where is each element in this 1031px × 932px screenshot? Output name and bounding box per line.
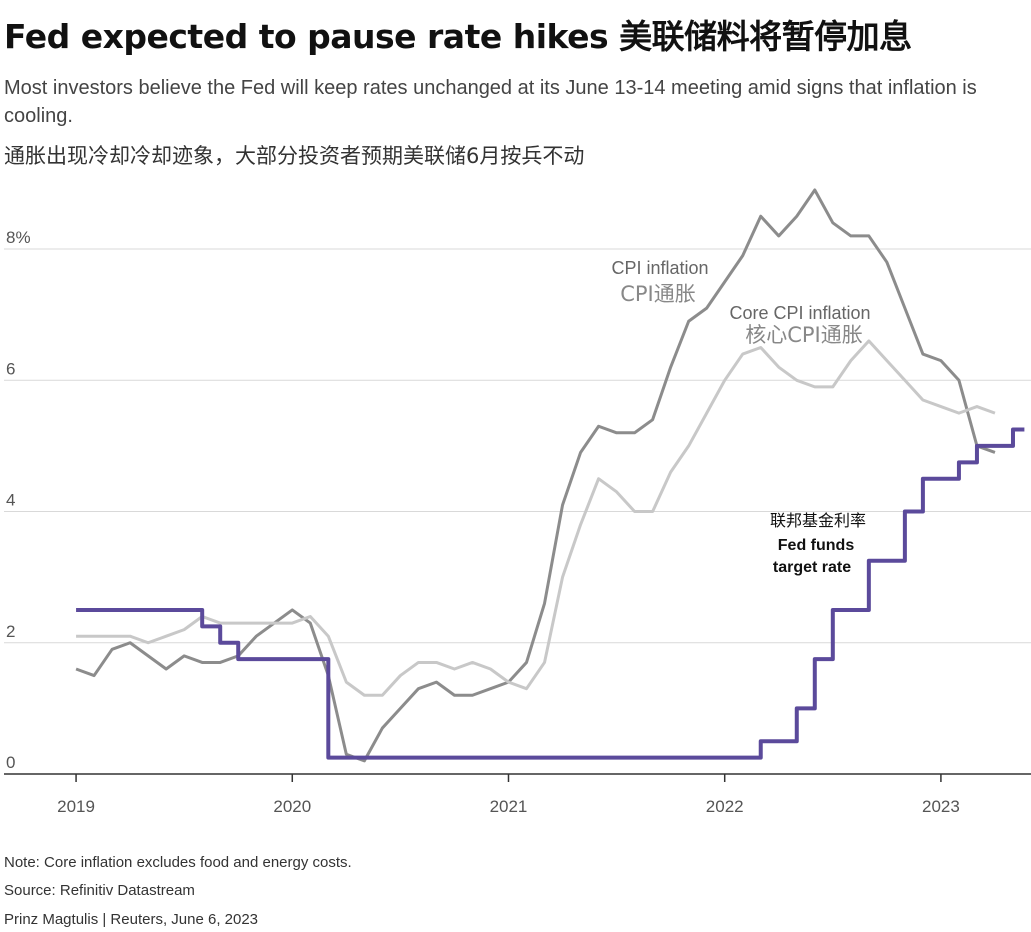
footer-note: Note: Core inflation excludes food and e… xyxy=(4,854,352,871)
series-line-fed_funds xyxy=(76,427,1025,760)
fed-funds-label: Fed funds xyxy=(778,537,855,554)
x-tick-label-2019: 2019 xyxy=(57,797,95,816)
y-tick-label-6: 6 xyxy=(6,359,15,378)
y-tick-label-4: 4 xyxy=(6,491,15,510)
core-cpi-label-chinese: 核心CPI通胀 xyxy=(745,323,863,347)
y-tick-label-8: 8% xyxy=(6,228,31,247)
footer-credit: Prinz Magtulis | Reuters, June 6, 2023 xyxy=(4,911,259,928)
y-tick-label-0: 0 xyxy=(6,753,15,772)
fed-funds-label-chinese: 联邦基金利率 xyxy=(770,511,866,530)
x-tick-label-2022: 2022 xyxy=(706,797,744,816)
series-line-core_cpi xyxy=(76,339,996,697)
chart-title: Fed expected to pause rate hikes 美联储料将暂停… xyxy=(4,17,912,56)
fed-funds-label-line2: target rate xyxy=(773,559,851,576)
cpi-label-chinese: CPI通胀 xyxy=(620,282,696,306)
x-tick-label-2023: 2023 xyxy=(922,797,960,816)
series-line-cpi xyxy=(75,188,996,763)
x-tick-label-2021: 2021 xyxy=(490,797,528,816)
cpi-label: CPI inflation xyxy=(611,258,708,278)
chart-subtitle: Most investors believe the Fed will keep… xyxy=(4,77,977,127)
chart-subtitle-chinese: 通胀出现冷却冷却迹象，大部分投资者预期美联储6月按兵不动 xyxy=(4,144,585,168)
x-tick-label-2020: 2020 xyxy=(273,797,311,816)
footer-source: Source: Refinitiv Datastream xyxy=(4,882,195,899)
core-cpi-label: Core CPI inflation xyxy=(729,303,870,323)
y-tick-label-2: 2 xyxy=(6,622,15,641)
